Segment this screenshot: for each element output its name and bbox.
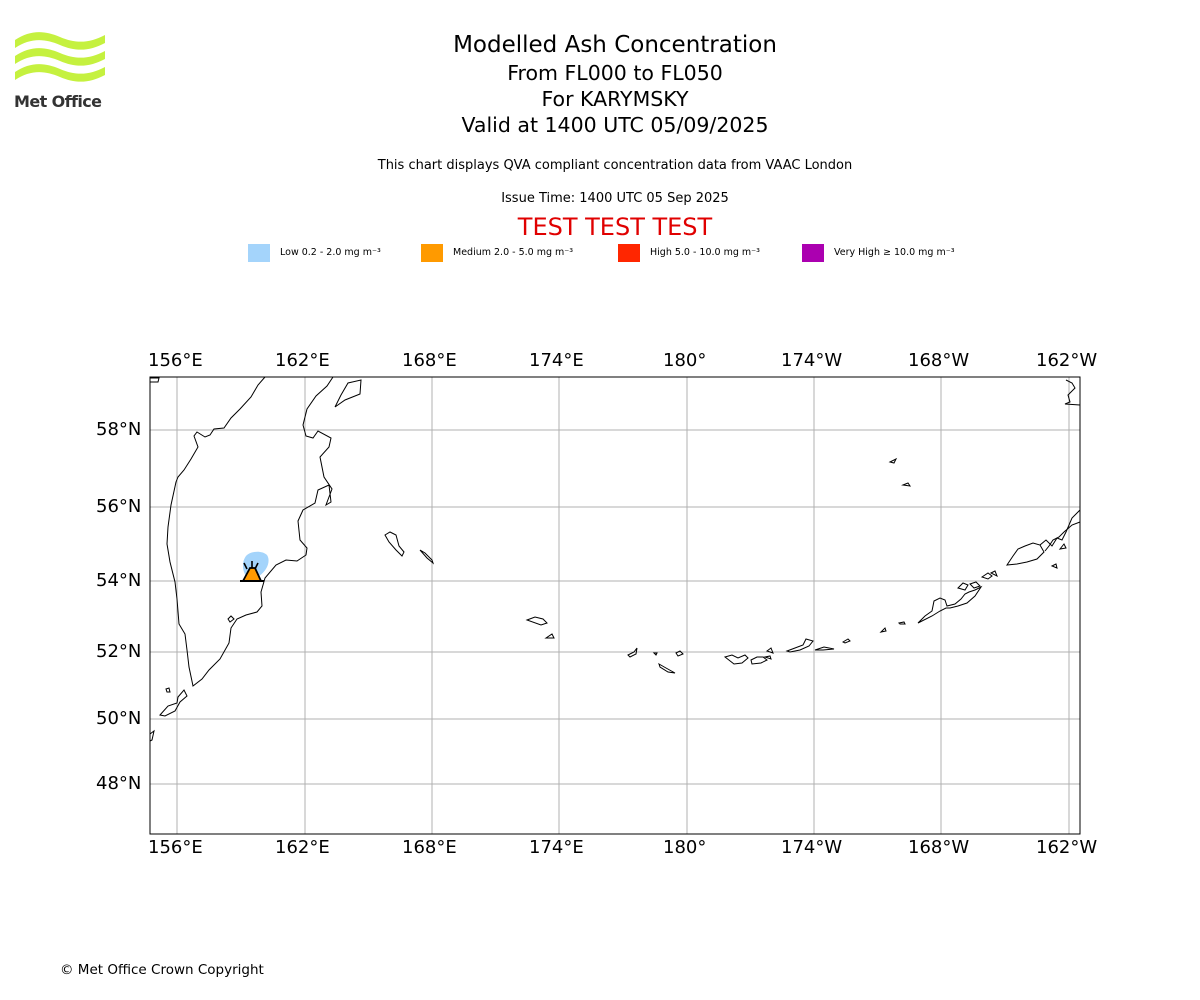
coastline-alaska-islet-4 xyxy=(1058,543,1067,550)
lon-label-top: 156°E xyxy=(148,350,203,371)
legend-label-low: Low 0.2 - 2.0 mg m⁻³ xyxy=(280,247,381,258)
lon-label-bottom: 156°E xyxy=(148,837,203,858)
coastline-rat-islet-3 xyxy=(658,662,676,674)
coastlines xyxy=(149,376,1081,742)
coastline-attu xyxy=(525,616,548,626)
legend-swatch-medium xyxy=(421,244,443,262)
coastline-st-matthew xyxy=(888,457,898,464)
lon-label-bottom: 168°W xyxy=(908,837,970,858)
volcano-icon xyxy=(240,561,264,582)
issue-time: Issue Time: 1400 UTC 05 Sep 2025 xyxy=(501,191,729,206)
coastline-alaska-mainland xyxy=(1044,521,1081,552)
coastline-kodiak xyxy=(1005,542,1045,566)
lon-label-bottom: 168°E xyxy=(402,837,457,858)
coastline-atka xyxy=(750,656,768,665)
lon-label-top: 168°E xyxy=(402,350,457,371)
coastline-alaska-islet-3 xyxy=(989,570,998,578)
coastline-umnak xyxy=(814,646,835,651)
lat-label: 52°N xyxy=(96,641,142,662)
lat-label: 54°N xyxy=(96,570,142,591)
legend-swatch-low xyxy=(248,244,270,262)
coastline-paramushir xyxy=(159,689,188,717)
coastline-islands-of-four-mountains xyxy=(785,638,814,653)
coastline-kamchatka-edge xyxy=(150,377,160,383)
met-office-logo xyxy=(15,32,105,82)
coastline-kuril-islet xyxy=(165,687,171,693)
coastline-st-paul xyxy=(901,482,912,487)
lat-label: 58°N xyxy=(96,419,142,440)
volcano-name: For KARYMSKY xyxy=(541,87,689,111)
lon-label-bottom: 162°W xyxy=(1036,837,1098,858)
lon-label-top: 180° xyxy=(663,350,707,371)
coastline-bering-island xyxy=(384,531,405,557)
coastline-kamchatka xyxy=(166,376,334,687)
map-grid xyxy=(150,377,1080,834)
coastline-kamchatka-gulf xyxy=(334,379,362,408)
coastline-kiska xyxy=(627,647,638,658)
legend-label-high: High 5.0 - 10.0 mg m⁻³ xyxy=(650,247,760,258)
coastline-andreanof-islet-2 xyxy=(763,655,772,660)
coastline-alaska-islet-2 xyxy=(969,581,981,589)
coastline-fox-islet-1 xyxy=(879,627,887,633)
coastline-kuril-edge xyxy=(149,729,155,742)
lat-label: 56°N xyxy=(96,496,142,517)
legend-swatch-high xyxy=(618,244,640,262)
legend-label-medium: Medium 2.0 - 5.0 mg m⁻³ xyxy=(453,247,574,258)
lon-label-bottom: 174°E xyxy=(529,837,584,858)
coastline-adak xyxy=(723,654,749,665)
copyright: © Met Office Crown Copyright xyxy=(60,962,264,978)
description: This chart displays QVA compliant concen… xyxy=(377,158,853,173)
coastline-kodiak-islet xyxy=(1050,563,1058,569)
coastline-medny-island xyxy=(419,549,435,565)
coastline-kamchatka-islet xyxy=(227,615,235,623)
valid-time: Valid at 1400 UTC 05/09/2025 xyxy=(461,113,769,137)
lat-label: 48°N xyxy=(96,773,142,794)
title-block: Modelled Ash Concentration From FL000 to… xyxy=(0,30,1200,138)
coastline-nunivak-edge xyxy=(1064,379,1081,406)
lon-label-bottom: 180° xyxy=(663,837,707,858)
lon-label-bottom: 162°E xyxy=(275,837,330,858)
lon-label-top: 168°W xyxy=(908,350,970,371)
coastline-unalaska-islet xyxy=(841,638,851,644)
coastline-agattu xyxy=(544,633,555,639)
logo-text: Met Office xyxy=(14,92,102,111)
lat-label: 50°N xyxy=(96,708,142,729)
lon-label-bottom: 174°W xyxy=(781,837,843,858)
flight-levels: From FL000 to FL050 xyxy=(507,61,723,85)
coastline-andreanof-islet xyxy=(765,647,774,654)
coastline-fox-islet-2 xyxy=(897,621,906,625)
coastline-cook-inlet xyxy=(1039,509,1081,547)
coastline-alaska-peninsula xyxy=(917,585,983,624)
coastline-shumagin xyxy=(980,572,993,580)
coastline-alaska-islet-1 xyxy=(957,582,969,591)
test-banner: TEST TEST TEST xyxy=(517,213,713,241)
lon-label-top: 162°W xyxy=(1036,350,1098,371)
chart-title: Modelled Ash Concentration xyxy=(453,32,777,58)
coastline-rat-islet-1 xyxy=(652,652,658,656)
coastline-rat-islet-2 xyxy=(675,650,684,657)
lon-label-top: 174°E xyxy=(529,350,584,371)
map-frame xyxy=(149,376,1081,835)
legend-label-very-high: Very High ≥ 10.0 mg m⁻³ xyxy=(834,247,955,258)
legend-swatch-very-high xyxy=(802,244,824,262)
lon-label-top: 162°E xyxy=(275,350,330,371)
lon-label-top: 174°W xyxy=(781,350,843,371)
